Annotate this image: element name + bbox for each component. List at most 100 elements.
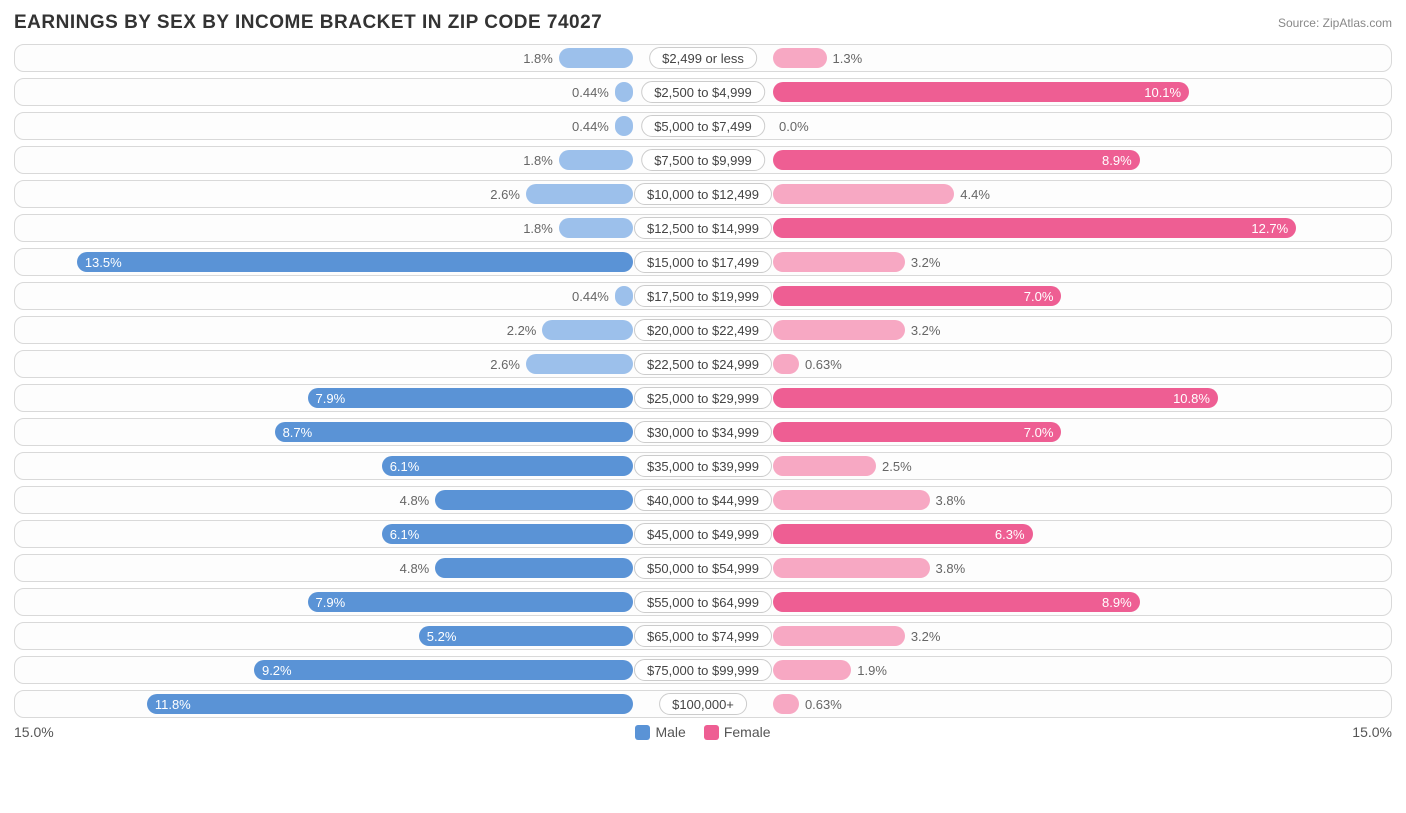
- female-value: 6.3%: [987, 527, 1033, 542]
- legend-item-male: Male: [635, 724, 685, 740]
- male-bar: 7.9%: [308, 592, 633, 612]
- male-value: 2.6%: [490, 181, 520, 207]
- male-value: 0.44%: [572, 283, 609, 309]
- female-bar: 6.3%: [773, 524, 1033, 544]
- female-bar: [773, 354, 799, 374]
- male-bar: [435, 490, 633, 510]
- chart-row: 4.8%3.8%$50,000 to $54,999: [14, 554, 1392, 582]
- male-value: 1.8%: [523, 215, 553, 241]
- chart-header: EARNINGS BY SEX BY INCOME BRACKET IN ZIP…: [14, 12, 1392, 34]
- bracket-label: $17,500 to $19,999: [634, 285, 772, 307]
- female-value: 3.2%: [911, 249, 941, 275]
- male-value: 6.1%: [382, 527, 428, 542]
- female-value: 0.0%: [779, 113, 809, 139]
- male-bar: 5.2%: [419, 626, 633, 646]
- male-bar: 11.8%: [147, 694, 633, 714]
- bracket-label: $2,500 to $4,999: [641, 81, 765, 103]
- female-value: 2.5%: [882, 453, 912, 479]
- female-bar: [773, 558, 930, 578]
- chart-row: 1.8%12.7%$12,500 to $14,999: [14, 214, 1392, 242]
- male-bar: 8.7%: [275, 422, 633, 442]
- female-bar: [773, 252, 905, 272]
- male-bar: [615, 82, 633, 102]
- male-bar: [526, 184, 633, 204]
- chart-row: 2.6%4.4%$10,000 to $12,499: [14, 180, 1392, 208]
- male-bar: [435, 558, 633, 578]
- female-value: 1.9%: [857, 657, 887, 683]
- male-bar: [526, 354, 633, 374]
- axis-right-max: 15.0%: [1352, 724, 1392, 740]
- male-value: 9.2%: [254, 663, 300, 678]
- bracket-label: $65,000 to $74,999: [634, 625, 772, 647]
- male-bar: [559, 150, 633, 170]
- female-swatch-icon: [704, 725, 719, 740]
- legend-male-label: Male: [655, 724, 685, 740]
- female-bar: [773, 184, 954, 204]
- female-bar: [773, 456, 876, 476]
- chart-row: 7.9% 8.9% $55,000 to $64,999: [14, 588, 1392, 616]
- chart-source: Source: ZipAtlas.com: [1278, 16, 1392, 30]
- bracket-label: $40,000 to $44,999: [634, 489, 772, 511]
- male-value: 0.44%: [572, 79, 609, 105]
- male-bar: [615, 116, 633, 136]
- female-value: 7.0%: [1016, 289, 1062, 304]
- male-value: 4.8%: [400, 487, 430, 513]
- bracket-label: $35,000 to $39,999: [634, 455, 772, 477]
- chart-row: 1.8%1.3%$2,499 or less: [14, 44, 1392, 72]
- female-bar: 10.8%: [773, 388, 1218, 408]
- female-value: 8.9%: [1094, 153, 1140, 168]
- chart-row: 6.1% 2.5% $35,000 to $39,999: [14, 452, 1392, 480]
- female-bar: [773, 660, 851, 680]
- female-bar: 7.0%: [773, 422, 1061, 442]
- male-bar: 9.2%: [254, 660, 633, 680]
- female-bar: 8.9%: [773, 592, 1140, 612]
- male-value: 2.6%: [490, 351, 520, 377]
- bracket-label: $25,000 to $29,999: [634, 387, 772, 409]
- female-bar: [773, 490, 930, 510]
- female-value: 12.7%: [1243, 221, 1296, 236]
- chart-row: 0.44%0.0%$5,000 to $7,499: [14, 112, 1392, 140]
- bracket-label: $15,000 to $17,499: [634, 251, 772, 273]
- chart-row: 0.44% 10.1% $2,500 to $4,999: [14, 78, 1392, 106]
- bracket-label: $20,000 to $22,499: [634, 319, 772, 341]
- bracket-label: $50,000 to $54,999: [634, 557, 772, 579]
- legend-female-label: Female: [724, 724, 771, 740]
- male-value: 2.2%: [507, 317, 537, 343]
- chart-row: 6.1%6.3%$45,000 to $49,999: [14, 520, 1392, 548]
- chart-row: 0.44% 7.0% $17,500 to $19,999: [14, 282, 1392, 310]
- chart-row: 9.2%1.9%$75,000 to $99,999: [14, 656, 1392, 684]
- female-bar: 7.0%: [773, 286, 1061, 306]
- male-value: 0.44%: [572, 113, 609, 139]
- female-value: 3.8%: [936, 487, 966, 513]
- female-value: 8.9%: [1094, 595, 1140, 610]
- female-value: 7.0%: [1016, 425, 1062, 440]
- male-bar: 13.5%: [77, 252, 633, 272]
- chart-row: 4.8% 3.8% $40,000 to $44,999: [14, 486, 1392, 514]
- chart-row: 7.9% 10.8% $25,000 to $29,999: [14, 384, 1392, 412]
- chart-row: 8.7% 7.0% $30,000 to $34,999: [14, 418, 1392, 446]
- male-value: 13.5%: [77, 255, 130, 270]
- chart-row: 13.5% 3.2% $15,000 to $17,499: [14, 248, 1392, 276]
- bracket-label: $30,000 to $34,999: [634, 421, 772, 443]
- chart-row: 2.2%3.2%$20,000 to $22,499: [14, 316, 1392, 344]
- female-value: 3.8%: [936, 555, 966, 581]
- male-bar: 6.1%: [382, 456, 633, 476]
- female-bar: 10.1%: [773, 82, 1189, 102]
- male-bar: 6.1%: [382, 524, 633, 544]
- chart-body: 1.8%1.3%$2,499 or less 0.44% 10.1% $2,500 t…: [14, 44, 1392, 718]
- male-value: 5.2%: [419, 629, 465, 644]
- chart-footer: 15.0% Male Female 15.0%: [14, 724, 1392, 740]
- male-value: 7.9%: [308, 595, 354, 610]
- bracket-label: $55,000 to $64,999: [634, 591, 772, 613]
- male-bar: [559, 218, 633, 238]
- male-value: 1.8%: [523, 147, 553, 173]
- male-value: 7.9%: [308, 391, 354, 406]
- female-value: 0.63%: [805, 351, 842, 377]
- female-value: 10.8%: [1165, 391, 1218, 406]
- female-bar: [773, 626, 905, 646]
- bracket-label: $22,500 to $24,999: [634, 353, 772, 375]
- male-bar: 7.9%: [308, 388, 633, 408]
- female-value: 4.4%: [960, 181, 990, 207]
- bracket-label: $100,000+: [659, 693, 747, 715]
- male-value: 11.8%: [147, 697, 199, 712]
